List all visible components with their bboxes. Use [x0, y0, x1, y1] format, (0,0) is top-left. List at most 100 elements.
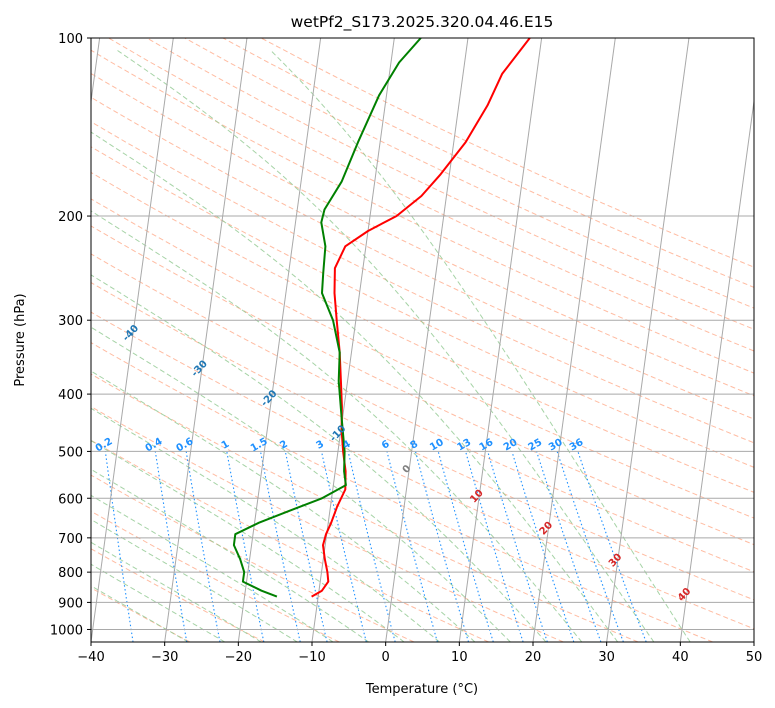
moist-adiabat-line: [91, 468, 369, 642]
isotherm-lines: [91, 38, 754, 642]
mixing-ratio-label: 1: [220, 439, 232, 452]
dewpoint-profile-line: [232, 38, 422, 598]
x-axis-ticks: −40 −30 −20 −10 0 10 20 30 40 50: [77, 642, 762, 665]
moist-adiabat-line: [91, 585, 189, 642]
isotherm-line: [164, 38, 248, 642]
moist-adiabat-line: [270, 50, 691, 642]
isotherm-line: [606, 38, 690, 642]
dry-adiabat-line: [91, 373, 639, 642]
y-tick-label: 700: [58, 532, 83, 547]
mixing-ratio-line: [414, 451, 470, 642]
x-tick-label: 10: [451, 650, 468, 665]
dry-adiabat-line: [91, 439, 489, 642]
dry-adiabat-line: [91, 225, 754, 546]
y-tick-label: 300: [58, 314, 83, 329]
x-axis-label: Temperature (°C): [365, 682, 478, 697]
moist-adiabat-line: [91, 541, 262, 642]
mixing-ratio-line: [556, 451, 624, 642]
dry-adiabat-line: [91, 171, 754, 493]
isotherm-line: [91, 38, 174, 642]
x-tick-label: −40: [77, 650, 104, 665]
mixing-ratio-line: [154, 451, 188, 642]
isotherm-line: [91, 38, 101, 106]
moist-adiabat-line: [117, 50, 655, 642]
y-tick-label: 800: [58, 566, 83, 581]
isotherm-label: 40: [676, 586, 694, 604]
mixing-ratio-line: [511, 451, 575, 642]
x-tick-label: 0: [382, 650, 390, 665]
moist-adiabat-line: [91, 518, 298, 642]
y-tick-label: 500: [58, 445, 83, 460]
mixing-ratio-line: [226, 451, 265, 642]
moist-adiabat-line: [91, 274, 547, 642]
isotherm-label: 20: [538, 520, 556, 538]
dry-adiabat-line: [91, 96, 754, 420]
y-tick-label: 600: [58, 492, 83, 507]
mixing-ratio-line: [487, 451, 548, 642]
moist-adiabat-line: [91, 370, 476, 642]
mixing-ratio-line: [284, 451, 328, 642]
mixing-ratio-line: [437, 451, 494, 642]
dry-adiabat-line: [91, 49, 754, 374]
moist-adiabat-line: [91, 563, 226, 642]
x-tick-label: −10: [298, 650, 325, 665]
dry-adiabat-line: [91, 474, 415, 642]
mixing-ratio-label: 8: [408, 439, 420, 452]
dry-adiabat-line: [91, 510, 340, 642]
y-tick-label: 400: [58, 388, 83, 403]
isotherm-line: [458, 38, 543, 642]
plot-frame: [90, 37, 755, 643]
y-axis-label: Pressure (hPa): [13, 293, 28, 386]
y-tick-label: 200: [58, 210, 83, 225]
dry-adiabat-line: [91, 281, 754, 601]
isotherm-label: 30: [607, 552, 625, 570]
pressure-gridlines: [91, 38, 754, 630]
x-tick-label: 40: [672, 650, 689, 665]
mixing-ratio-label: 6: [380, 439, 392, 452]
moist-adiabat-line: [91, 407, 440, 642]
isotherm-line: [237, 38, 322, 642]
dry-adiabat-line: [91, 72, 754, 397]
isotherm-line: [753, 638, 754, 642]
y-tick-label: 900: [58, 596, 83, 611]
moist-adiabat-line: [91, 210, 583, 642]
dry-adiabats: [91, 38, 754, 642]
isotherm-line: [311, 38, 395, 642]
dry-adiabat-line: [91, 198, 754, 519]
mixing-ratio-line: [185, 451, 221, 642]
chart-title: wetPf2_S173.2025.320.04.46.E15: [291, 13, 554, 32]
x-tick-label: 20: [525, 650, 542, 665]
mixing-ratio-label: 3: [314, 439, 326, 452]
y-tick-label: 1000: [50, 623, 83, 638]
mixing-ratio-line: [465, 451, 524, 642]
dry-adiabat-line: [91, 311, 754, 630]
line-labels: 0.10.20.40.611.52346810131620253036-100-…: [0, 238, 694, 604]
y-axis-ticks: 100 200 300 400 500 600 700 800 900 1000: [50, 32, 91, 638]
dry-adiabat-line: [91, 548, 265, 642]
isotherm-label: -40: [121, 323, 141, 344]
profile-series: [232, 38, 531, 598]
dry-adiabat-line: [91, 146, 754, 468]
dry-adiabat-line: [91, 121, 754, 444]
mixing-ratio-label: 4: [341, 439, 353, 452]
x-tick-label: 50: [746, 650, 763, 665]
dry-adiabat-line: [91, 253, 754, 573]
y-tick-label: 100: [58, 32, 83, 47]
x-tick-label: −20: [225, 650, 252, 665]
mixing-ratio-label: 2: [278, 439, 290, 452]
isotherm-label: -60: [0, 238, 5, 259]
moist-adiabat-line: [91, 326, 511, 642]
isotherm-label: -50: [53, 279, 73, 300]
x-tick-label: 30: [598, 650, 615, 665]
mixing-ratio-line: [259, 451, 301, 642]
mixing-ratio-line: [386, 451, 438, 642]
dry-adiabat-line: [91, 406, 564, 642]
moist-adiabat-line: [91, 131, 619, 642]
temperature-profile-line: [311, 38, 531, 598]
plot-area: 0.10.20.40.611.52346810131620253036-100-…: [0, 38, 754, 642]
dry-adiabat-line: [184, 38, 754, 309]
dry-adiabat-line: [146, 38, 754, 330]
isotherm-label: 10: [468, 488, 486, 506]
dry-adiabat-line: [108, 38, 754, 352]
